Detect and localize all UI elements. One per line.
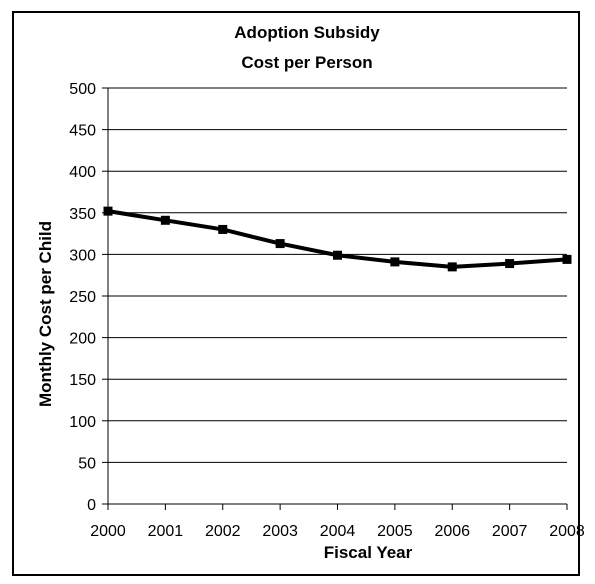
y-tick-label: 300 [69,247,96,264]
series-group [103,206,572,272]
chart-subtitle: Cost per Person [241,53,372,72]
y-tick-label: 350 [69,206,96,223]
x-tick-label: 2003 [262,523,298,540]
x-tick-label: 2006 [434,523,470,540]
chart-title: Adoption Subsidy [234,23,380,42]
x-tick-label: 2004 [320,523,356,540]
data-point-2000 [103,206,113,216]
x-tick-label: 2001 [148,523,184,540]
data-point-2002 [218,224,228,234]
y-tick-label: 0 [87,497,96,514]
y-tick-label: 200 [69,331,96,348]
data-point-2005 [390,257,400,267]
data-point-2001 [160,215,170,225]
y-tick-label: 150 [69,372,96,389]
x-tick-label: 2005 [377,523,413,540]
x-tick-labels: 2000 2001 2002 2003 2004 2005 2006 2007 2008 [90,523,585,540]
data-point-2008 [562,254,572,264]
x-tick-label: 2002 [205,523,241,540]
data-point-2003 [275,239,285,249]
y-tick-label: 500 [69,81,96,98]
x-tick-label: 2007 [492,523,528,540]
y-tick-label: 100 [69,414,96,431]
x-tick-label: 2008 [549,523,585,540]
data-point-2006 [447,262,457,272]
y-tick-label: 450 [69,123,96,140]
y-axis-label: Monthly Cost per Child [36,221,55,407]
y-tick-label: 250 [69,289,96,306]
gridlines [108,87,567,463]
x-axis-label: Fiscal Year [324,543,413,562]
axes [102,87,568,510]
x-tick-label: 2000 [90,523,126,540]
chart-frame [12,11,580,576]
y-tick-labels: 0 50 100 150 200 250 300 350 400 450 500 [69,81,96,514]
y-tick-label: 50 [78,455,96,472]
y-tick-label: 400 [69,164,96,181]
data-point-2004 [333,250,342,260]
data-point-2007 [505,259,515,269]
